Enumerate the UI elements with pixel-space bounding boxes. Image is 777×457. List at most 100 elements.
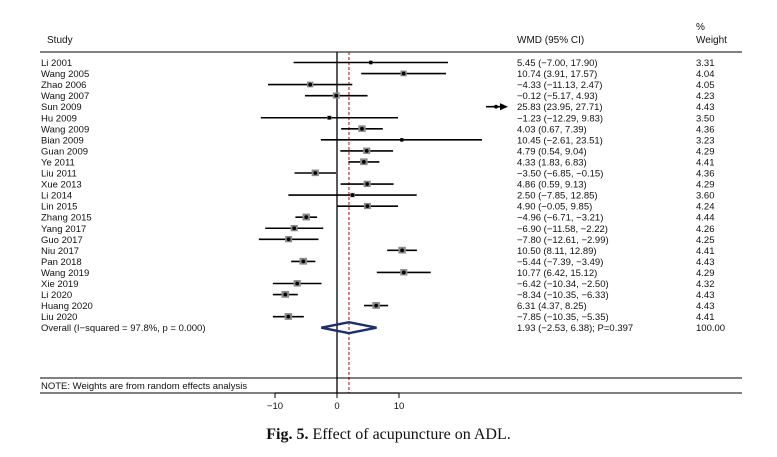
point-estimate bbox=[368, 60, 373, 65]
point-estimate bbox=[365, 204, 370, 209]
point-estimate bbox=[494, 104, 498, 109]
study-weight-label: 3.23 bbox=[696, 135, 715, 146]
x-tick-label: 10 bbox=[394, 401, 405, 412]
study-row: Zhang 2015 −4.96 (−6.71, −3.21) 4.44 bbox=[41, 213, 715, 224]
study-name: Wang 2009 bbox=[41, 124, 89, 135]
study-weight-label: 4.41 bbox=[696, 157, 715, 168]
caption-text: Effect of acupuncture on ADL. bbox=[312, 426, 511, 443]
study-ci-label: 6.31 (4.37, 8.25) bbox=[517, 301, 587, 312]
study-ci-label: −6.90 (−11.58, −2.22) bbox=[517, 224, 608, 235]
study-name: Niu 2017 bbox=[41, 246, 79, 257]
study-row: Lin 2015 4.90 (−0.05, 9.85) 4.24 bbox=[41, 202, 715, 213]
study-name: Hu 2009 bbox=[41, 113, 77, 124]
point-estimate bbox=[304, 215, 309, 220]
x-axis: −10 0 10 bbox=[267, 392, 405, 412]
point-estimate bbox=[286, 237, 291, 242]
study-name: Lin 2015 bbox=[41, 202, 77, 213]
study-ci-label: −3.50 (−6.85, −0.15) bbox=[517, 169, 603, 180]
study-ci-label: −5.44 (−7.39, −3.49) bbox=[517, 257, 603, 268]
study-weight-label: 4.43 bbox=[696, 301, 715, 312]
study-ci-label: −0.12 (−5.17, 4.93) bbox=[517, 91, 598, 102]
point-estimate bbox=[364, 149, 369, 153]
study-row: Li 2020 −8.34 (−10.35, −6.33) 4.43 bbox=[41, 290, 715, 301]
study-ci-label: 4.03 (0.67, 7.39) bbox=[517, 124, 587, 135]
study-row: Liu 2020 −7.85 (−10.35, −5.35) 4.41 bbox=[41, 312, 715, 323]
study-row: Guo 2017 −7.80 (−12.61, −2.99) 4.25 bbox=[41, 235, 715, 246]
study-weight-label: 4.04 bbox=[696, 69, 715, 80]
study-name: Zhang 2015 bbox=[41, 213, 92, 224]
study-row: Wang 2009 4.03 (0.67, 7.39) 4.36 bbox=[41, 124, 715, 135]
study-name: Sun 2009 bbox=[41, 102, 82, 113]
study-row: Li 2001 5.45 (−7.00, 17.90) 3.31 bbox=[41, 58, 715, 69]
study-weight-label: 4.24 bbox=[696, 202, 715, 213]
overall-ci-label: 1.93 (−2.53, 6.38); P=0.397 bbox=[517, 323, 633, 334]
point-estimate bbox=[361, 160, 366, 164]
x-tick-label: −10 bbox=[267, 401, 283, 412]
study-ci-label: 25.83 (23.95, 27.71) bbox=[517, 102, 603, 113]
study-row: Ye 2011 4.33 (1.83, 6.83) 4.41 bbox=[41, 157, 715, 168]
study-name: Pan 2018 bbox=[41, 257, 82, 268]
study-ci-label: 5.45 (−7.00, 17.90) bbox=[517, 58, 598, 69]
overall-weight-label: 100.00 bbox=[696, 323, 725, 334]
study-name: Li 2020 bbox=[41, 290, 72, 301]
study-ci-label: −4.96 (−6.71, −3.21) bbox=[517, 213, 603, 224]
study-weight-label: 4.25 bbox=[696, 235, 715, 246]
study-name: Zhao 2006 bbox=[41, 80, 86, 91]
point-estimate bbox=[313, 171, 318, 175]
study-row: Huang 2020 6.31 (4.37, 8.25) 4.43 bbox=[41, 301, 715, 312]
study-row: Yang 2017 −6.90 (−11.58, −2.22) 4.26 bbox=[41, 224, 715, 235]
overall-diamond bbox=[321, 320, 377, 335]
study-weight-label: 4.43 bbox=[696, 102, 715, 113]
study-ci-label: 4.33 (1.83, 6.83) bbox=[517, 157, 587, 168]
study-weight-label: 3.31 bbox=[696, 58, 715, 69]
study-ci-label: −4.33 (−11.13, 2.47) bbox=[517, 80, 602, 91]
study-weight-label: 4.43 bbox=[696, 257, 715, 268]
study-ci-label: 4.79 (0.54, 9.04) bbox=[517, 146, 587, 157]
study-ci-label: 10.50 (8.11, 12.89) bbox=[517, 246, 597, 257]
study-name: Wang 2019 bbox=[41, 268, 89, 279]
study-ci-label: 10.74 (3.91, 17.57) bbox=[517, 69, 597, 80]
study-weight-label: 4.43 bbox=[696, 290, 715, 301]
study-ci-label: −6.42 (−10.34, −2.50) bbox=[517, 279, 609, 290]
study-row: Zhao 2006 −4.33 (−11.13, 2.47) 4.05 bbox=[41, 80, 715, 91]
point-estimate bbox=[399, 137, 404, 142]
point-estimate bbox=[365, 182, 370, 186]
study-name: Guan 2009 bbox=[41, 146, 88, 157]
study-row: Liu 2011 −3.50 (−6.85, −0.15) 4.36 bbox=[41, 169, 715, 180]
study-weight-label: 4.32 bbox=[696, 279, 715, 290]
study-row: Wang 2019 10.77 (6.42, 15.12) 4.29 bbox=[41, 268, 715, 279]
study-row: Xie 2019 −6.42 (−10.34, −2.50) 4.32 bbox=[41, 279, 715, 290]
point-estimate bbox=[292, 226, 297, 231]
study-ci-label: 4.86 (0.59, 9.13) bbox=[517, 180, 587, 191]
point-estimate bbox=[360, 126, 364, 131]
study-rows: Li 2001 5.45 (−7.00, 17.90) 3.31 Wang 2005 1… bbox=[41, 52, 715, 393]
study-name: Li 2014 bbox=[41, 191, 72, 202]
study-weight-label: 4.36 bbox=[696, 124, 715, 135]
study-weight-label: 4.26 bbox=[696, 224, 715, 235]
point-estimate bbox=[350, 193, 355, 198]
study-row: Sun 2009 25.83 (23.95, 27.71) 4.43 bbox=[41, 102, 715, 113]
study-weight-label: 4.29 bbox=[696, 146, 715, 157]
point-estimate bbox=[286, 314, 291, 319]
study-row: Li 2014 2.50 (−7.85, 12.85) 3.60 bbox=[41, 191, 715, 202]
study-name: Huang 2020 bbox=[41, 301, 93, 312]
point-estimate bbox=[334, 93, 339, 98]
overall-row: Overall (I−squared = 97.8%, p = 0.000) 1.… bbox=[41, 320, 725, 335]
study-weight-label: 4.05 bbox=[696, 80, 715, 91]
figure-caption: Fig. 5. Effect of acupuncture on ADL. bbox=[0, 426, 777, 444]
point-estimate bbox=[301, 259, 306, 264]
overall-label: Overall (I−squared = 97.8%, p = 0.000) bbox=[41, 323, 206, 334]
point-estimate bbox=[327, 115, 332, 120]
study-name: Guo 2017 bbox=[41, 235, 83, 246]
point-estimate bbox=[400, 248, 404, 253]
study-row: Guan 2009 4.79 (0.54, 9.04) 4.29 bbox=[41, 146, 715, 157]
study-ci-label: −8.34 (−10.35, −6.33) bbox=[517, 290, 609, 301]
study-ci-label: −7.85 (−10.35, −5.35) bbox=[517, 312, 609, 323]
study-name: Wang 2007 bbox=[41, 91, 89, 102]
column-headers: Study WMD (95% CI) % Weight bbox=[47, 22, 727, 46]
header-effect: WMD (95% CI) bbox=[517, 35, 584, 46]
study-ci-label: −1.23 (−12.29, 9.83) bbox=[517, 113, 603, 124]
study-row: Hu 2009 −1.23 (−12.29, 9.83) 3.50 bbox=[41, 113, 715, 124]
point-estimate bbox=[308, 82, 313, 87]
caption-label: Fig. 5. bbox=[266, 426, 309, 443]
